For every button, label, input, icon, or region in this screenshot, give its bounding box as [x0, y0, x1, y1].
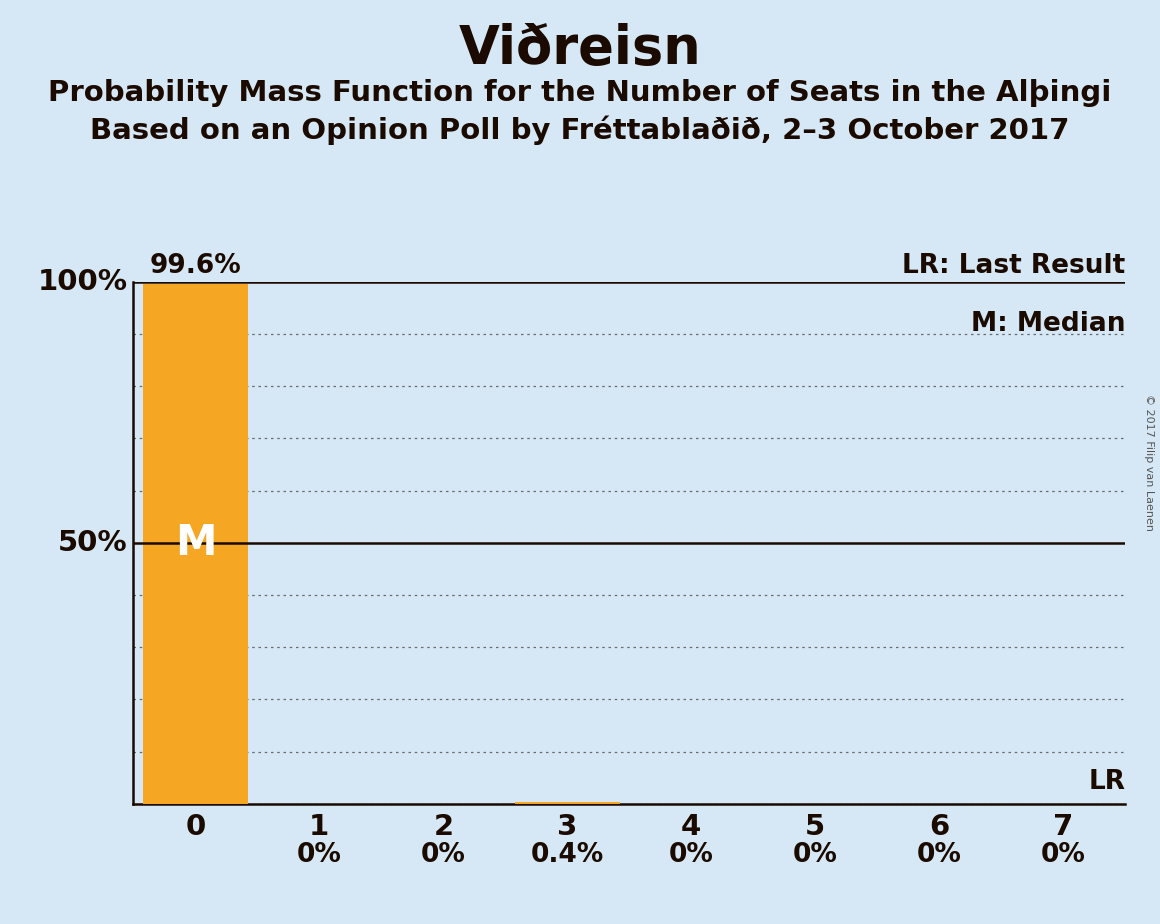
- Text: © 2017 Filip van Laenen: © 2017 Filip van Laenen: [1144, 394, 1154, 530]
- Text: 0%: 0%: [916, 842, 962, 868]
- Text: 6: 6: [929, 813, 949, 841]
- Text: Based on an Opinion Poll by Fréttablaðið, 2–3 October 2017: Based on an Opinion Poll by Fréttablaðið…: [90, 116, 1070, 145]
- Text: M: Median: M: Median: [971, 311, 1125, 337]
- Text: LR: LR: [1088, 769, 1125, 795]
- Text: 0: 0: [186, 813, 205, 841]
- Text: 0%: 0%: [792, 842, 838, 868]
- Text: 7: 7: [1053, 813, 1073, 841]
- Text: Viðreisn: Viðreisn: [458, 23, 702, 75]
- Text: 50%: 50%: [58, 529, 128, 557]
- Text: 2: 2: [434, 813, 454, 841]
- Text: 3: 3: [557, 813, 578, 841]
- Text: Probability Mass Function for the Number of Seats in the Alþingi: Probability Mass Function for the Number…: [49, 79, 1111, 106]
- Text: 0%: 0%: [1041, 842, 1086, 868]
- Text: 100%: 100%: [37, 268, 128, 296]
- Text: 99.6%: 99.6%: [150, 253, 241, 279]
- Text: LR: Last Result: LR: Last Result: [902, 253, 1125, 279]
- Text: 0%: 0%: [421, 842, 466, 868]
- Text: 1: 1: [310, 813, 329, 841]
- Text: 4: 4: [681, 813, 702, 841]
- Text: 0%: 0%: [669, 842, 713, 868]
- Text: 5: 5: [805, 813, 825, 841]
- Text: 0.4%: 0.4%: [530, 842, 604, 868]
- Text: M: M: [175, 522, 216, 564]
- Text: 0%: 0%: [297, 842, 342, 868]
- Bar: [515, 802, 619, 804]
- Bar: [143, 284, 248, 804]
